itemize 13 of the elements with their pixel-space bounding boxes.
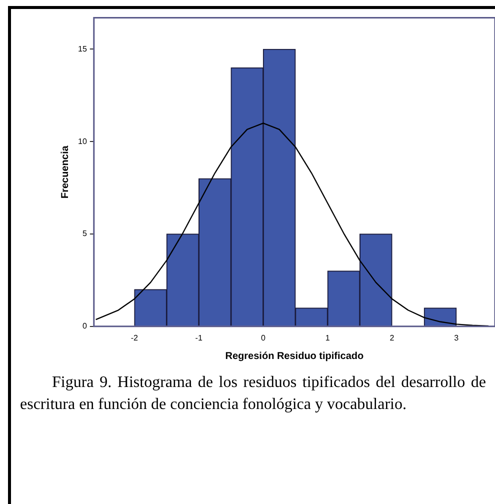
x-axis-title: Regresión Residuo tipificado [225, 350, 364, 362]
x-tick-label: 3 [454, 333, 460, 342]
y-axis-title: Frecuencia [60, 145, 71, 199]
x-tick-label: -1 [195, 333, 203, 342]
y-tick-label: 5 [82, 229, 88, 238]
x-tick-label: 1 [325, 333, 330, 342]
x-tick-label: 2 [390, 333, 395, 342]
y-tick-label: 10 [78, 136, 88, 146]
x-tick-label: 0 [260, 333, 266, 342]
y-tick-label: 0 [82, 322, 88, 331]
x-tick-label: -2 [130, 333, 139, 342]
y-tick-label: 15 [78, 44, 88, 54]
text: Figura 9. Histograma de los residuos tipificados del desarrollo de escritura en función de conciencia fonológica y vocabulario. [20, 373, 486, 415]
